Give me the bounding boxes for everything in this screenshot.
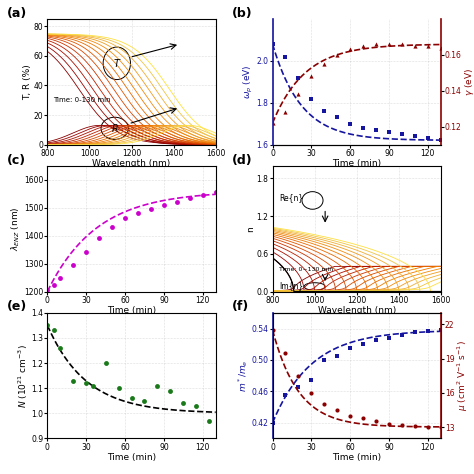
Y-axis label: $m^*/m_e$: $m^*/m_e$ — [236, 359, 250, 392]
X-axis label: Time (min): Time (min) — [107, 306, 156, 315]
Text: Time: 0~130 min: Time: 0~130 min — [279, 267, 333, 272]
Text: (a): (a) — [7, 7, 27, 19]
Y-axis label: n: n — [246, 226, 255, 232]
X-axis label: Wavelength (nm): Wavelength (nm) — [92, 159, 171, 168]
Text: (f): (f) — [232, 301, 249, 313]
Y-axis label: $\mu$ (cm$^2$ V$^{-1}$ s$^{-1}$): $\mu$ (cm$^2$ V$^{-1}$ s$^{-1}$) — [456, 340, 470, 411]
Text: Time: 0-130 min: Time: 0-130 min — [53, 97, 110, 103]
Text: (b): (b) — [232, 7, 253, 19]
X-axis label: Time (min): Time (min) — [332, 159, 381, 168]
Y-axis label: $\lambda_{ENZ}$ (nm): $\lambda_{ENZ}$ (nm) — [10, 207, 22, 251]
X-axis label: Wavelength (nm): Wavelength (nm) — [318, 306, 396, 315]
Text: Im{n}: Im{n} — [279, 281, 303, 290]
X-axis label: Time (min): Time (min) — [107, 453, 156, 462]
Text: (d): (d) — [232, 154, 253, 166]
X-axis label: Time (min): Time (min) — [332, 453, 381, 462]
Text: $R$: $R$ — [111, 122, 118, 134]
Y-axis label: $N$ (10$^{21}$ cm$^{-3}$): $N$ (10$^{21}$ cm$^{-3}$) — [16, 344, 30, 408]
Text: (e): (e) — [7, 301, 27, 313]
Text: $T$: $T$ — [112, 57, 121, 69]
Text: Re{n}: Re{n} — [279, 193, 303, 202]
Y-axis label: $\omega_p$ (eV): $\omega_p$ (eV) — [242, 64, 255, 99]
Y-axis label: $\gamma$ (eV): $\gamma$ (eV) — [463, 68, 474, 96]
Y-axis label: T, R (%): T, R (%) — [23, 64, 32, 100]
Text: (c): (c) — [7, 154, 26, 166]
